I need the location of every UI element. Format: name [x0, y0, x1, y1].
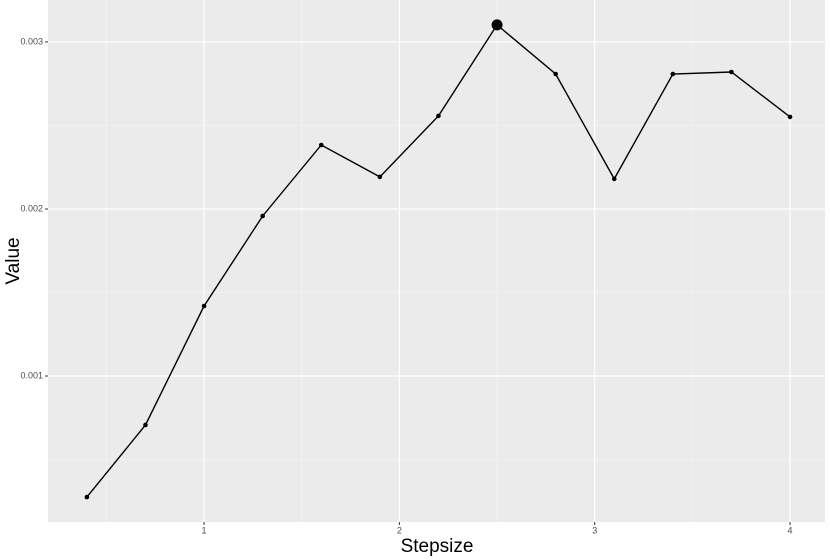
x-tick-label: 4 [788, 525, 793, 535]
y-tick-label: 0.002 [20, 203, 43, 213]
grid [48, 0, 825, 522]
point [318, 142, 324, 148]
point [260, 213, 265, 219]
x-tick-label: 1 [202, 525, 207, 535]
marks [84, 19, 793, 500]
point [729, 69, 734, 75]
point [553, 71, 558, 77]
x-axis-title: Stepsize [401, 536, 474, 557]
x-tick-label: 2 [397, 525, 402, 535]
point [491, 19, 503, 31]
y-tick-label: 0.001 [20, 370, 43, 380]
x-tick-label: 3 [592, 525, 597, 535]
point [143, 422, 148, 428]
point [84, 494, 90, 500]
point [670, 71, 676, 77]
point [201, 303, 207, 309]
point [377, 174, 383, 180]
y-tick-label: 0.003 [20, 36, 43, 46]
point [611, 176, 617, 182]
y-axis-title: Value [3, 237, 24, 284]
point [787, 114, 793, 120]
point [436, 113, 441, 119]
panel [48, 0, 825, 522]
